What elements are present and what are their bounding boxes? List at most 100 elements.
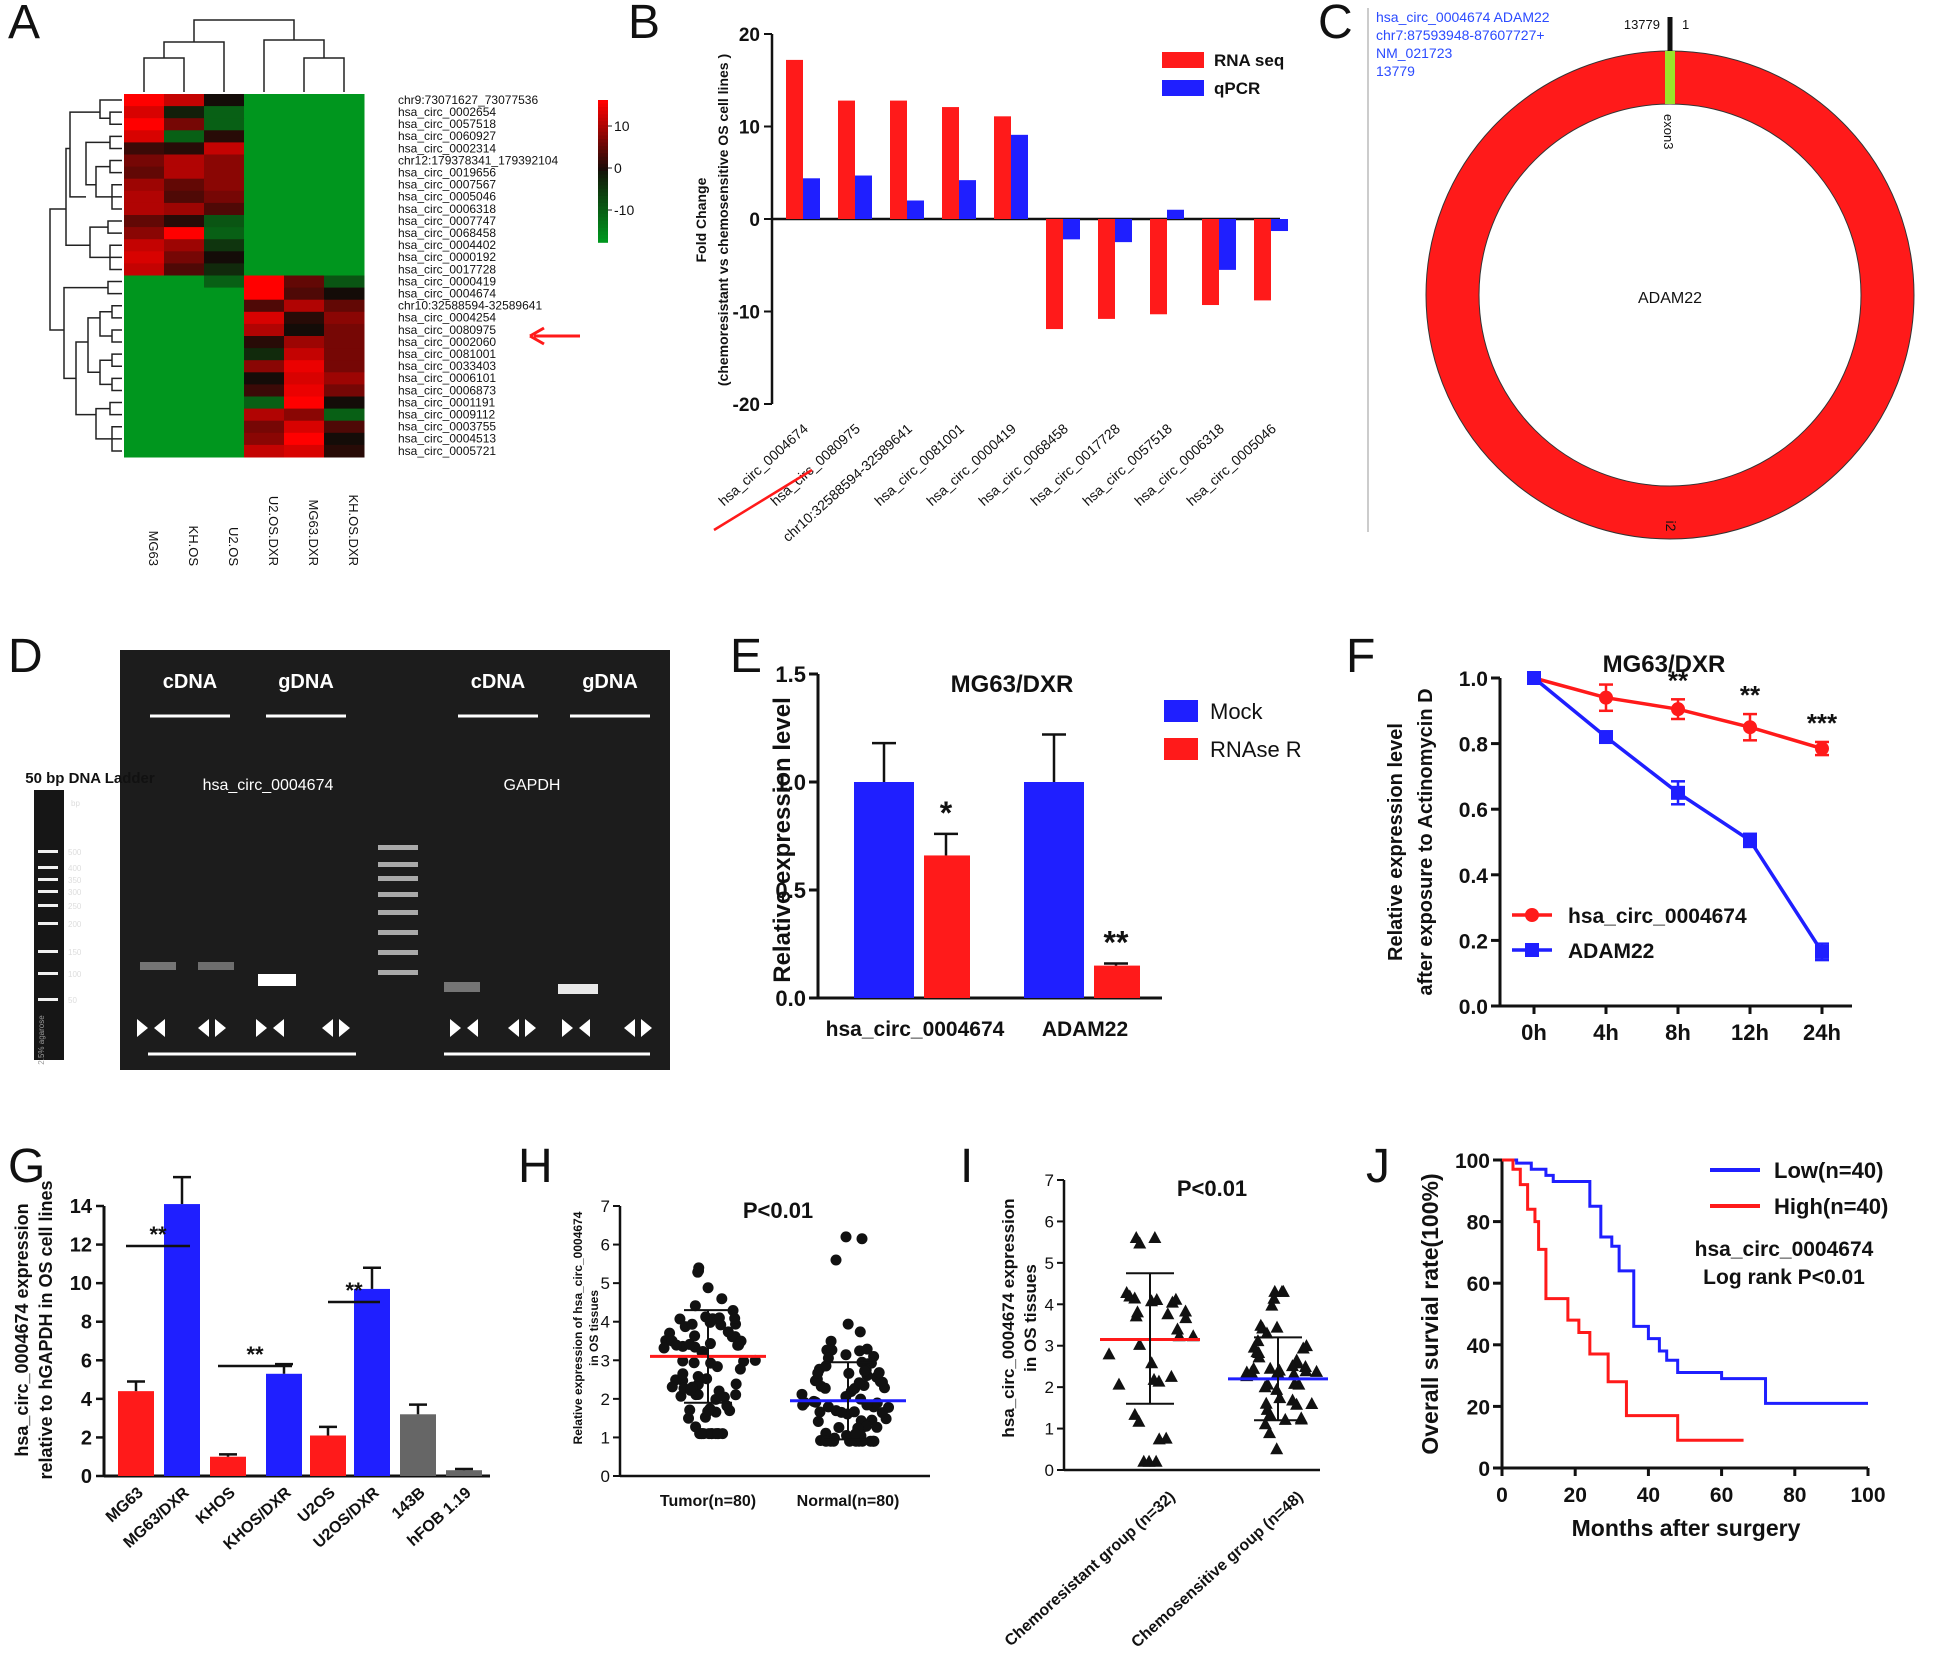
y-tick-label: 0.6 xyxy=(1459,799,1488,822)
significance-mark: ** xyxy=(1668,665,1689,695)
bar-rna-seq xyxy=(1202,219,1219,306)
heatmap-cell xyxy=(284,384,325,397)
bar-cell-line xyxy=(310,1435,346,1476)
sample-band xyxy=(558,984,598,994)
heatmap-cell xyxy=(284,299,325,313)
data-point xyxy=(856,1233,868,1245)
category-label: hsa_circ_0004674 xyxy=(826,1018,1005,1041)
data-point xyxy=(876,1407,888,1419)
heatmap-cell xyxy=(204,432,245,446)
primer-arrow-icon xyxy=(273,1019,284,1037)
x-tick-label: 8h xyxy=(1665,1020,1691,1045)
heatmap-cell xyxy=(164,432,205,446)
x-tick-label: 80 xyxy=(1783,1484,1806,1507)
data-point xyxy=(1144,1294,1158,1307)
colorbar-cell xyxy=(598,160,608,165)
y-tick-label: 0.0 xyxy=(775,986,806,1011)
heatmap-cell xyxy=(324,311,365,325)
bar-cell-line xyxy=(400,1414,436,1476)
heatmap-cell xyxy=(124,348,165,361)
category-label: ADAM22 xyxy=(1042,1018,1128,1041)
row-label: hsa_circ_0002314 xyxy=(398,141,496,155)
ladder-band xyxy=(38,972,58,975)
data-point xyxy=(689,1300,701,1312)
heatmap-cell xyxy=(244,178,285,192)
heatmap-cell xyxy=(124,130,165,143)
column-dendrogram xyxy=(143,57,185,92)
colorbar-cell xyxy=(598,206,608,211)
column-dendrogram xyxy=(303,57,345,92)
y-tick-label: 5 xyxy=(1045,1254,1054,1273)
sample-band xyxy=(140,962,176,970)
target-label: GAPDH xyxy=(504,777,561,794)
x-tick-label: 12h xyxy=(1731,1020,1769,1045)
bar-qpcr xyxy=(907,200,924,219)
y-axis-label: hsa_circ_0004674 expression xyxy=(12,1203,32,1456)
heatmap-cell xyxy=(124,142,165,155)
heatmap-cell xyxy=(204,444,245,458)
data-point xyxy=(1132,1414,1146,1427)
data-point xyxy=(689,1330,701,1342)
heatmap-cell xyxy=(284,94,325,107)
heatmap-cell xyxy=(284,336,325,349)
data-point xyxy=(1276,1284,1290,1297)
data-point xyxy=(704,1316,716,1328)
colorbar-cell xyxy=(598,188,608,194)
y-tick-label: 6 xyxy=(81,1350,92,1372)
heatmap-cell xyxy=(284,142,325,155)
data-point xyxy=(861,1343,873,1355)
data-point xyxy=(833,1421,845,1433)
heatmap-cell xyxy=(284,178,325,192)
legend-label: Low(n=40) xyxy=(1774,1158,1883,1183)
heatmap-cell xyxy=(164,420,205,434)
data-point xyxy=(1270,1320,1284,1333)
y-tick-label: 5 xyxy=(601,1274,610,1293)
y-tick-label: 7 xyxy=(1045,1171,1054,1190)
bar-rna-seq xyxy=(838,100,855,219)
heatmap-cell xyxy=(244,215,285,228)
data-point xyxy=(1263,1361,1277,1374)
bar-rna-seq xyxy=(1046,219,1063,330)
colorbar-cell xyxy=(598,124,608,130)
y-tick-label: 100 xyxy=(1455,1150,1490,1173)
heatmap-cell xyxy=(204,251,245,264)
data-point xyxy=(1599,690,1613,705)
data-point xyxy=(822,1352,834,1364)
heatmap-cell xyxy=(164,94,205,107)
heatmap-cell xyxy=(324,166,365,180)
data-point xyxy=(796,1388,808,1400)
data-point xyxy=(1129,1231,1143,1243)
heatmap-cell xyxy=(284,130,325,143)
row-dendrogram xyxy=(111,305,122,319)
heatmap-cell xyxy=(244,202,285,216)
data-point xyxy=(860,1420,872,1432)
data-point xyxy=(820,1435,832,1447)
heatmap-cell xyxy=(244,348,285,361)
heatmap-cell xyxy=(244,287,285,301)
bar-cell-line xyxy=(118,1391,154,1476)
ladder-mark: 250 xyxy=(68,902,82,911)
heatmap-cell xyxy=(164,287,205,301)
heatmap-cell xyxy=(124,444,165,458)
row-label: hsa_circ_0005046 xyxy=(398,190,496,204)
heatmap-cell xyxy=(284,444,325,458)
column-dendrogram xyxy=(163,41,225,92)
data-point xyxy=(1671,702,1685,717)
significance-mark: ** xyxy=(345,1278,363,1303)
ladder-band xyxy=(38,998,58,1001)
y-tick-label: 0.2 xyxy=(1459,930,1488,953)
data-point xyxy=(718,1391,730,1403)
category-label: MG63 xyxy=(103,1484,147,1526)
heatmap-cell xyxy=(284,420,325,434)
data-point xyxy=(683,1412,695,1424)
y-tick-label: 2 xyxy=(81,1427,92,1449)
colorbar-cell xyxy=(598,217,608,222)
highlight-underline xyxy=(713,468,813,532)
data-point xyxy=(1273,1391,1287,1404)
survival-annotation: Log rank P<0.01 xyxy=(1703,1266,1865,1289)
panel-j-survival: 0 20 40 60 80 100 0 20 40 60 80 100 Overall survial … xyxy=(1417,1150,1888,1541)
primer-arrow-icon xyxy=(562,1019,573,1037)
data-point xyxy=(685,1384,697,1396)
row-label: chr12:179378341_179392104 xyxy=(398,153,558,167)
p-value-annotation: P<0.01 xyxy=(743,1198,813,1223)
